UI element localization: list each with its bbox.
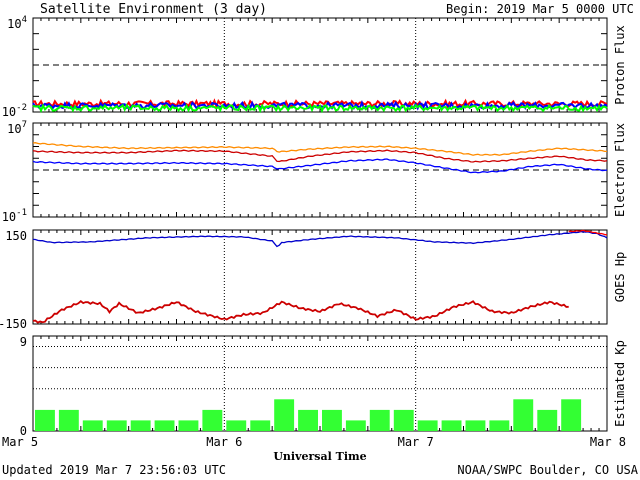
panel-ylabel: Proton Flux — [613, 25, 627, 104]
kp-bar — [322, 409, 342, 431]
kp-bar — [82, 420, 103, 431]
credit-text: NOAA/SWPC Boulder, CO USA — [457, 463, 638, 477]
panel-frame — [32, 17, 608, 113]
kp-bar — [226, 420, 247, 431]
kp-bar — [106, 420, 127, 431]
kp-bar — [274, 399, 295, 431]
updated-timestamp: Updated 2019 Mar 7 23:56:03 UTC — [2, 463, 226, 477]
kp-bar — [250, 420, 271, 431]
electron-series-2 — [32, 158, 608, 174]
kp-bar — [465, 420, 486, 431]
kp-bar — [298, 409, 318, 431]
kp-bar — [154, 420, 175, 431]
kp-bar — [393, 409, 414, 431]
y-tick-label-bottom: 0 — [20, 424, 27, 438]
y-tick-label-top: 150 — [5, 229, 27, 243]
kp-bar — [130, 420, 151, 431]
x-axis-label: Universal Time — [273, 450, 366, 463]
y-tick-label-top: 107 — [7, 120, 27, 136]
panel-ylabel: Electron Flux — [613, 123, 627, 217]
proton-series-2 — [32, 103, 608, 114]
plot-title: Satellite Environment (3 day) — [40, 2, 267, 17]
kp-bar — [35, 409, 55, 431]
kp-bar — [202, 409, 223, 431]
kp-bar — [561, 399, 582, 431]
begin-date: Begin: 2019 Mar 5 0000 UTC — [446, 2, 634, 16]
electron-series-1 — [32, 149, 608, 163]
goes-hp-series-0 — [32, 230, 608, 248]
x-tick-label: Mar 5 — [2, 435, 38, 449]
y-tick-label-bottom: 10-2 — [2, 103, 27, 119]
kp-bar — [58, 409, 79, 431]
y-tick-label-bottom: -150 — [0, 317, 27, 331]
x-tick-label: Mar 7 — [398, 435, 434, 449]
x-tick-label: Mar 8 — [590, 435, 626, 449]
kp-bar — [513, 399, 534, 431]
kp-bar — [441, 420, 462, 431]
kp-bar — [417, 420, 438, 431]
proton-series-0 — [32, 98, 608, 109]
panel-ylabel: GOES Hp — [613, 252, 627, 303]
kp-bar — [537, 409, 558, 431]
kp-bar — [345, 420, 366, 431]
panel-frame — [32, 122, 608, 218]
y-tick-label-top: 9 — [20, 335, 27, 349]
y-tick-label-bottom: 10-1 — [2, 208, 27, 224]
panel-ylabel: Estimated Kp — [613, 340, 627, 427]
goes-hp-series-1 — [568, 229, 608, 236]
kp-bar — [489, 420, 510, 431]
kp-bar — [369, 409, 390, 431]
y-tick-label-top: 104 — [7, 15, 27, 31]
goes-hp-series-2 — [32, 300, 569, 324]
kp-bar — [178, 420, 199, 431]
electron-series-0 — [32, 142, 607, 156]
x-tick-label: Mar 6 — [206, 435, 242, 449]
